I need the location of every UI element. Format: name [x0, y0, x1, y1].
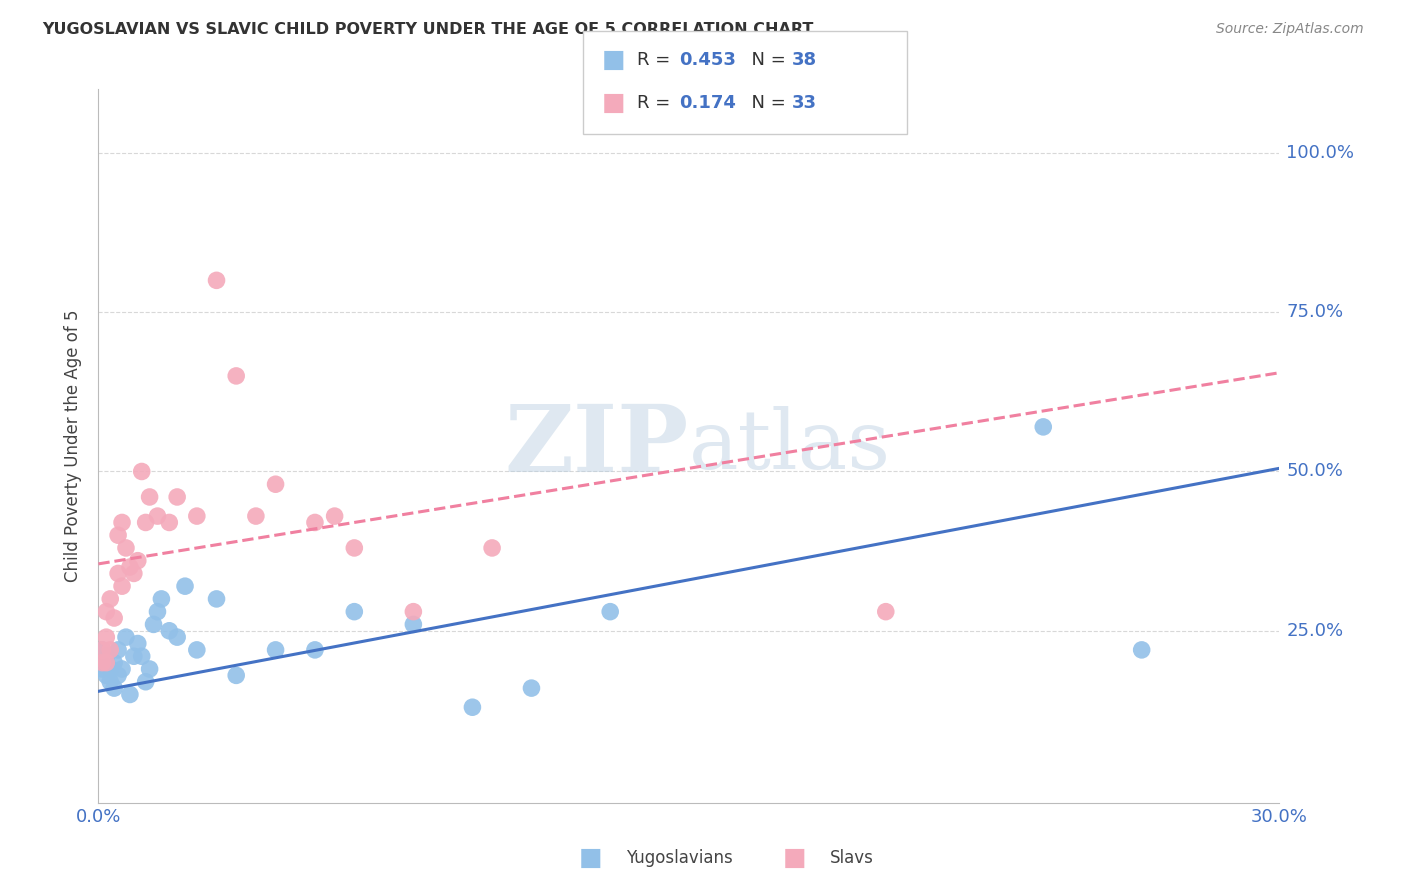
Point [115, 541, 138, 555]
Text: 25.0%: 25.0% [1286, 622, 1344, 640]
Point [599, 605, 621, 619]
Point [264, 477, 287, 491]
Point [96, 605, 118, 619]
Point [96, 630, 118, 644]
Point [91, 656, 114, 670]
Text: Yugoslavians: Yugoslavians [626, 849, 733, 867]
Point [98, 591, 121, 606]
Text: 100.0%: 100.0% [1286, 144, 1354, 162]
Point [98, 674, 121, 689]
Text: ■: ■ [602, 48, 626, 71]
Point [135, 674, 157, 689]
Point [103, 611, 125, 625]
Point [91, 656, 114, 670]
Text: ■: ■ [602, 91, 626, 114]
Y-axis label: Child Poverty Under the Age of 5: Child Poverty Under the Age of 5 [65, 310, 83, 582]
Point [96, 656, 118, 670]
Text: N =: N = [740, 51, 792, 69]
Point [91, 662, 114, 676]
Point [174, 579, 197, 593]
Text: Slavs: Slavs [830, 849, 873, 867]
Text: ■: ■ [579, 847, 602, 870]
Point [107, 668, 129, 682]
Text: R =: R = [637, 51, 676, 69]
Point [107, 528, 129, 542]
Point [1130, 643, 1153, 657]
Text: 0.453: 0.453 [679, 51, 735, 69]
Point [142, 617, 165, 632]
Point [150, 591, 173, 606]
Text: Source: ZipAtlas.com: Source: ZipAtlas.com [1216, 22, 1364, 37]
Text: 75.0%: 75.0% [1286, 303, 1344, 321]
Point [225, 668, 247, 682]
Point [205, 273, 228, 287]
Point [118, 560, 141, 574]
Point [131, 465, 153, 479]
Point [135, 516, 157, 530]
Point [115, 630, 138, 644]
Text: 33: 33 [792, 94, 817, 112]
Point [138, 662, 160, 676]
Point [122, 649, 145, 664]
Point [107, 566, 129, 581]
Text: YUGOSLAVIAN VS SLAVIC CHILD POVERTY UNDER THE AGE OF 5 CORRELATION CHART: YUGOSLAVIAN VS SLAVIC CHILD POVERTY UNDE… [42, 22, 814, 37]
Point [481, 541, 503, 555]
Point [157, 516, 180, 530]
Point [111, 516, 134, 530]
Point [402, 605, 425, 619]
Text: 38: 38 [792, 51, 817, 69]
Point [91, 643, 114, 657]
Point [96, 668, 118, 682]
Point [103, 656, 125, 670]
Point [118, 688, 141, 702]
Point [127, 636, 149, 650]
Point [402, 617, 425, 632]
Point [103, 681, 125, 695]
Point [245, 509, 267, 524]
Point [1032, 420, 1054, 434]
Text: N =: N = [740, 94, 792, 112]
Point [146, 509, 169, 524]
Point [343, 541, 366, 555]
Point [461, 700, 484, 714]
Point [157, 624, 180, 638]
Point [264, 643, 287, 657]
Point [111, 579, 134, 593]
Point [186, 509, 208, 524]
Point [127, 554, 149, 568]
Text: 50.0%: 50.0% [1286, 462, 1343, 481]
Point [166, 630, 188, 644]
Point [205, 591, 228, 606]
Text: R =: R = [637, 94, 682, 112]
Point [146, 605, 169, 619]
Point [96, 656, 118, 670]
Point [304, 516, 326, 530]
Text: ■: ■ [783, 847, 806, 870]
Text: ZIP: ZIP [505, 401, 689, 491]
Point [98, 643, 121, 657]
Point [304, 643, 326, 657]
Point [186, 643, 208, 657]
Point [343, 605, 366, 619]
Point [111, 662, 134, 676]
Point [138, 490, 160, 504]
Point [225, 368, 247, 383]
Text: 0.174: 0.174 [679, 94, 735, 112]
Point [520, 681, 543, 695]
Point [323, 509, 346, 524]
Point [166, 490, 188, 504]
Point [96, 649, 118, 664]
Text: atlas: atlas [689, 406, 891, 486]
Point [131, 649, 153, 664]
Point [875, 605, 897, 619]
Point [91, 643, 114, 657]
Point [122, 566, 145, 581]
Point [107, 643, 129, 657]
Point [98, 662, 121, 676]
